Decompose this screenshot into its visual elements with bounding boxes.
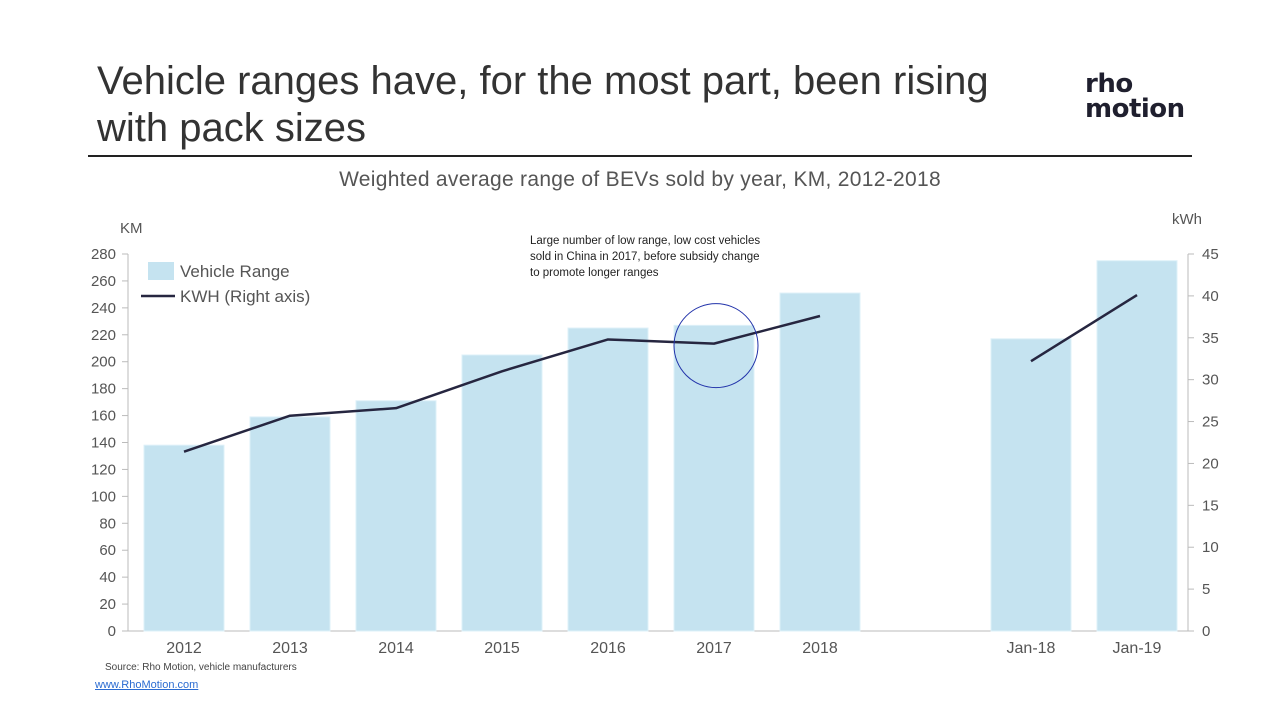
- y-right-tick-label: 35: [1202, 330, 1219, 347]
- x-tick-label: 2017: [696, 640, 732, 657]
- bar-2018: [779, 292, 861, 632]
- bar-2014: [355, 400, 437, 632]
- annotation-text-line: to promote longer ranges: [530, 267, 659, 279]
- rhomotion-link[interactable]: www.RhoMotion.com: [95, 679, 199, 691]
- annotation-text-line: sold in China in 2017, before subsidy ch…: [530, 251, 760, 263]
- y-right-tick-label: 30: [1202, 372, 1219, 389]
- y-right-tick-label: 20: [1202, 455, 1219, 472]
- logo-line-1: rho: [1085, 69, 1133, 99]
- x-tick-label: Jan-19: [1113, 640, 1162, 657]
- bar-2015: [461, 354, 543, 632]
- source-note: Source: Rho Motion, vehicle manufacturer…: [105, 662, 297, 673]
- y-left-tick-label: 140: [91, 435, 116, 452]
- y-right-tick-label: 15: [1202, 497, 1219, 514]
- y-left-tick-label: 240: [91, 300, 116, 317]
- y-left-tick-label: 20: [99, 596, 116, 613]
- y-right-tick-label: 25: [1202, 414, 1219, 431]
- annotation-text-line: Large number of low range, low cost vehi…: [530, 235, 760, 247]
- bar-2012: [143, 444, 225, 632]
- kwh-line-segment-1: [183, 314, 821, 453]
- bar-jan-19: [1096, 260, 1178, 632]
- y-left-tick-label: 260: [91, 273, 116, 290]
- x-tick-label: 2014: [378, 640, 414, 657]
- y-right-tick-label: 5: [1202, 581, 1210, 598]
- x-tick-label: Jan-18: [1007, 640, 1056, 657]
- y-right-tick-label: 40: [1202, 288, 1219, 305]
- bar-2017: [673, 324, 755, 632]
- title-divider: [88, 155, 1192, 157]
- y-right-axis-label: kWh: [1172, 211, 1202, 228]
- logo-line-2: motion: [1085, 94, 1185, 124]
- y-left-tick-label: 200: [91, 354, 116, 371]
- y-left-tick-label: 0: [108, 623, 116, 640]
- slide-title-line-1: Vehicle ranges have, for the most part, …: [97, 59, 989, 103]
- y-left-tick-label: 80: [99, 515, 116, 532]
- y-left-tick-label: 100: [91, 488, 116, 505]
- bar-2013: [249, 416, 331, 632]
- x-tick-label: 2015: [484, 640, 520, 657]
- legend-bar-label: Vehicle Range: [180, 262, 290, 281]
- x-tick-label: 2018: [802, 640, 838, 657]
- legend-line-label: KWH (Right axis): [180, 287, 310, 306]
- x-tick-label: 2012: [166, 640, 202, 657]
- y-left-tick-label: 180: [91, 381, 116, 398]
- y-left-tick-label: 120: [91, 461, 116, 478]
- y-left-tick-label: 40: [99, 569, 116, 586]
- legend-bar-swatch: [148, 262, 174, 280]
- slide-title-line-2: with pack sizes: [97, 106, 366, 150]
- x-tick-label: 2013: [272, 640, 308, 657]
- rho-motion-logo: rho motion: [1085, 69, 1195, 124]
- y-right-tick-label: 45: [1202, 246, 1219, 263]
- y-left-axis-label: KM: [120, 220, 143, 237]
- y-right-tick-label: 0: [1202, 623, 1210, 640]
- bar-jan-18: [990, 338, 1072, 632]
- y-left-tick-label: 60: [99, 542, 116, 559]
- x-tick-label: 2016: [590, 640, 626, 657]
- y-left-tick-label: 220: [91, 327, 116, 344]
- slide-title: Vehicle ranges have, for the most part, …: [97, 58, 1087, 152]
- y-left-tick-label: 160: [91, 408, 116, 425]
- y-right-tick-label: 10: [1202, 539, 1219, 556]
- bar-2016: [567, 327, 649, 632]
- kwh-line-segment-2: [1030, 293, 1138, 363]
- annotation-circle: [673, 303, 759, 389]
- y-left-tick-label: 280: [91, 246, 116, 263]
- chart-title: Weighted average range of BEVs sold by y…: [339, 168, 941, 191]
